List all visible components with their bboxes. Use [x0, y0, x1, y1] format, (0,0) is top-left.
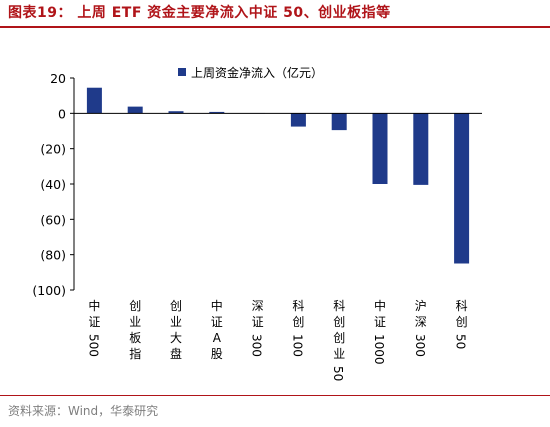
legend-label: 上周资金净流入（亿元） [191, 65, 323, 80]
bar-7 [331, 113, 347, 131]
bar-3 [168, 111, 184, 114]
bar-8 [372, 113, 388, 184]
bar-9 [413, 113, 429, 185]
axes [70, 77, 482, 291]
source-divider [0, 395, 550, 396]
source-note: 资料来源：Wind，华泰研究 [8, 404, 159, 418]
bar-2 [127, 106, 143, 114]
bar-6 [290, 113, 306, 127]
legend-swatch [178, 68, 186, 76]
x-category-label: 科创创业 [333, 299, 345, 361]
x-category-label-digits: 300 [250, 334, 264, 357]
x-category-label-digits: 500 [86, 334, 100, 357]
bar-10 [454, 113, 470, 264]
x-category-label-digits: 300 [413, 334, 427, 357]
x-category-label: 沪深 [415, 299, 427, 329]
x-category-label-digits: 50 [331, 366, 345, 381]
bars [86, 87, 470, 264]
x-category-label: 深证 [252, 299, 264, 329]
x-category-label: 创业大盘 [170, 299, 182, 361]
x-category-label-digits: 50 [454, 334, 468, 349]
bar-1 [86, 87, 102, 114]
y-tick-label: (40) [40, 177, 66, 192]
x-category-label: 科创 [456, 299, 468, 329]
chart-legend: 上周资金净流入（亿元） [178, 65, 323, 80]
y-tick-label: (80) [40, 248, 66, 263]
y-tick-label: 0 [58, 106, 66, 121]
x-category-label-digits: 1000 [372, 334, 386, 365]
chart-title: 图表19： 上周 ETF 资金主要净流入中证 50、创业板指等 [8, 5, 391, 21]
x-category-label: 创业板指 [129, 299, 141, 361]
y-axis-tick-labels: 20 0 (20) (40) (60) (80) (100) [32, 71, 66, 298]
y-tick-label: (60) [40, 212, 66, 227]
x-category-label-digits: 100 [290, 334, 304, 357]
x-category-label: 中证 [374, 298, 386, 329]
bar-4 [209, 111, 225, 114]
x-axis-labels: 中证 500 创业板指 创业大盘 中证 A 股 深证 300 科创 100 科创创业 50 中证 1000 沪… [86, 298, 467, 381]
bar-chart: 上周资金净流入（亿元） 20 0 (20) (40) (60) (80) (100) 中证 5… [32, 65, 482, 381]
y-tick-label: (20) [40, 142, 66, 157]
title-divider [0, 26, 550, 28]
x-category-label: 中证 A 股 [211, 298, 223, 361]
y-tick-label: (100) [32, 283, 66, 298]
x-category-label: 中证 [88, 298, 100, 329]
x-category-label: 科创 [292, 299, 304, 329]
y-tick-label: 20 [50, 71, 66, 86]
